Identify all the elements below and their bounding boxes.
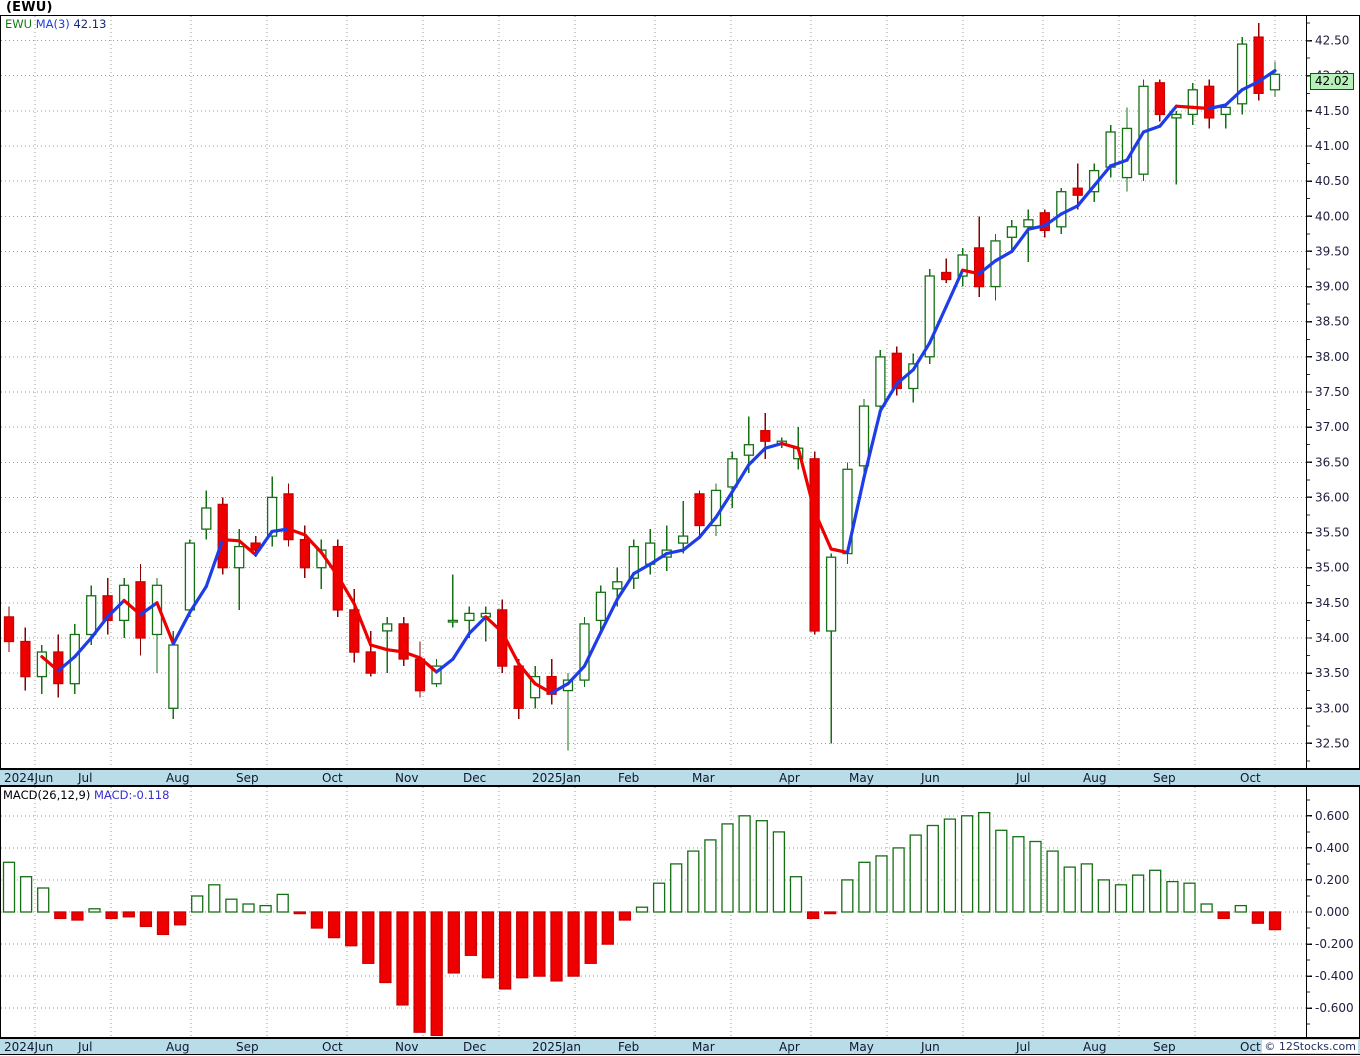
date-tick-label: Dec <box>463 1040 487 1054</box>
price-tick-label: 35.00 <box>1315 561 1349 575</box>
legend-symbol: EWU <box>5 17 33 31</box>
macd-tick-label: -0.400 <box>1315 969 1354 983</box>
date-axis-top[interactable]: 2024Jun Jul Aug Sep Oct Nov Dec 2025Jan Feb Mar Ap… <box>0 769 1360 786</box>
price-tick-label: 36.00 <box>1315 490 1349 504</box>
legend-macd-value: MACD:-0.118 <box>94 788 170 802</box>
date-tick-label: Nov <box>395 771 419 785</box>
macd-tick-label: 0.600 <box>1315 809 1349 823</box>
date-tick-label: Apr <box>779 1040 800 1054</box>
price-tick-label: 35.50 <box>1315 526 1349 540</box>
legend-ma-label: MA(3) <box>35 17 70 31</box>
legend-ma-value: 42.13 <box>73 17 107 31</box>
price-tick-label: 32.50 <box>1315 736 1349 750</box>
date-tick-label: 2025Jan <box>532 771 582 785</box>
date-tick-label: Oct <box>322 1040 343 1054</box>
date-tick-label: May <box>849 771 874 785</box>
date-tick-label: Oct <box>1240 1040 1261 1054</box>
price-legend: EWU MA(3) 42.13 <box>5 17 106 31</box>
price-tick-label: 37.00 <box>1315 420 1349 434</box>
price-tick-label: 36.50 <box>1315 455 1349 469</box>
date-tick-label: Sep <box>1153 771 1176 785</box>
price-tick-label: 39.50 <box>1315 244 1349 258</box>
date-tick-label: Oct <box>1240 771 1261 785</box>
price-tick-label: 40.00 <box>1315 209 1349 223</box>
macd-tick-label: -0.200 <box>1315 937 1354 951</box>
price-tick-label: 33.50 <box>1315 666 1349 680</box>
macd-y-axis: 0.600 0.400 0.200 0.000 -0.200 -0.400 -0.600 <box>1307 786 1360 1038</box>
price-y-axis: 42.5042.0041.5041.0040.5040.0039.5039.00… <box>1307 15 1360 769</box>
date-tick-label: Aug <box>1083 771 1107 785</box>
date-tick-label: 2024Jun <box>4 1040 54 1054</box>
date-tick-label: Sep <box>236 1040 259 1054</box>
macd-tick-label: 0.200 <box>1315 873 1349 887</box>
date-tick-label: Sep <box>236 771 259 785</box>
date-tick-label: Jul <box>78 771 93 785</box>
price-tick-label: 34.00 <box>1315 631 1349 645</box>
date-tick-label: 2025Jan <box>532 1040 582 1054</box>
date-tick-label: Aug <box>166 771 190 785</box>
date-tick-label: Jun <box>921 1040 940 1054</box>
date-tick-label: Feb <box>618 1040 640 1054</box>
date-tick-label: Jul <box>78 1040 93 1054</box>
date-tick-label: Apr <box>779 771 800 785</box>
date-axis-bottom[interactable]: 2024Jun Jul Aug Sep Oct Nov Dec 2025Jan Feb Mar Ap… <box>0 1038 1360 1055</box>
price-tick-label: 38.00 <box>1315 350 1349 364</box>
price-tick-label: 33.00 <box>1315 701 1349 715</box>
price-tick-label: 41.00 <box>1315 139 1349 153</box>
date-tick-label: Oct <box>322 771 343 785</box>
macd-chart-panel[interactable] <box>0 786 1307 1038</box>
price-tick-label: 34.50 <box>1315 596 1349 610</box>
date-tick-label: Mar <box>692 771 715 785</box>
macd-tick-label: 0.000 <box>1315 905 1349 919</box>
price-chart-panel[interactable] <box>0 15 1307 769</box>
date-tick-label: May <box>849 1040 874 1054</box>
date-tick-label: Aug <box>1083 1040 1107 1054</box>
macd-tick-label: -0.600 <box>1315 1001 1354 1015</box>
macd-tick-label: 0.400 <box>1315 841 1349 855</box>
date-tick-label: 2024Jun <box>4 771 54 785</box>
price-tick-label: 41.50 <box>1315 104 1349 118</box>
price-chart-canvas[interactable] <box>1 16 1306 768</box>
page-title: (EWU) <box>6 0 53 15</box>
price-tick-label: 37.50 <box>1315 385 1349 399</box>
macd-chart-canvas[interactable] <box>1 787 1306 1037</box>
date-tick-label: Jul <box>1016 771 1031 785</box>
price-tick-label: 42.50 <box>1315 34 1349 48</box>
date-tick-label: Jun <box>921 771 940 785</box>
date-tick-label: Sep <box>1153 1040 1176 1054</box>
legend-macd-name: MACD(26,12,9) <box>3 788 91 802</box>
price-tick-label: 39.00 <box>1315 280 1349 294</box>
date-tick-label: Mar <box>692 1040 715 1054</box>
date-tick-label: Feb <box>618 771 640 785</box>
watermark: © 12Stocks.com <box>1262 1040 1358 1053</box>
price-tick-label: 38.50 <box>1315 315 1349 329</box>
macd-legend: MACD(26,12,9) MACD:-0.118 <box>3 788 169 802</box>
date-tick-label: Nov <box>395 1040 419 1054</box>
window-title-bar: (EWU) <box>0 0 1360 16</box>
last-price-badge: 42.02 <box>1310 73 1354 90</box>
date-tick-label: Jul <box>1016 1040 1031 1054</box>
date-tick-label: Aug <box>166 1040 190 1054</box>
date-tick-label: Dec <box>463 771 487 785</box>
price-tick-label: 40.50 <box>1315 174 1349 188</box>
